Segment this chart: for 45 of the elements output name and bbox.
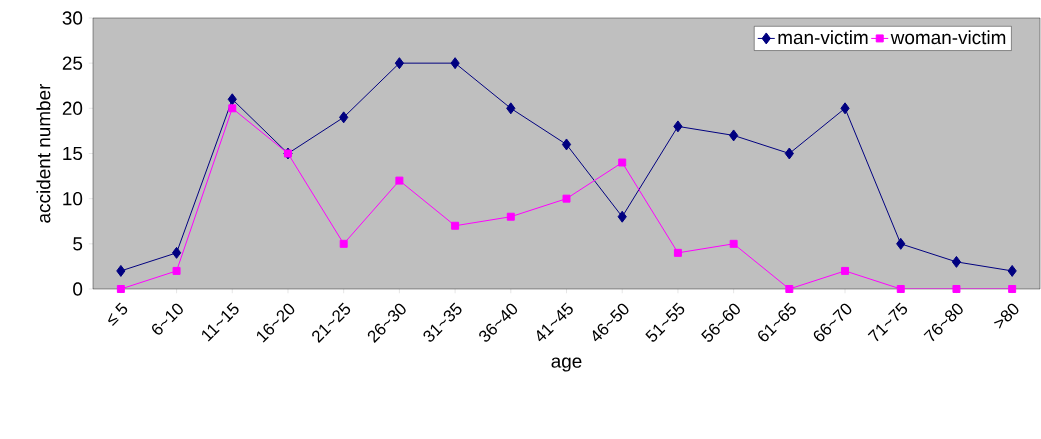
point bbox=[561, 138, 572, 151]
point bbox=[450, 57, 460, 70]
point bbox=[116, 285, 125, 293]
point bbox=[395, 176, 404, 185]
point bbox=[673, 120, 683, 133]
point bbox=[339, 111, 349, 124]
x-tick-label: >80 bbox=[993, 303, 1019, 329]
legend-label: woman-victim bbox=[890, 30, 1006, 45]
point bbox=[228, 104, 237, 113]
point bbox=[339, 239, 348, 248]
y-axis-title: accident number bbox=[36, 83, 51, 223]
point bbox=[172, 266, 181, 275]
point bbox=[840, 102, 850, 115]
point bbox=[506, 102, 516, 115]
x-tick-label: ≤ 5 bbox=[108, 302, 128, 326]
point bbox=[1008, 285, 1017, 293]
point bbox=[951, 255, 962, 268]
point bbox=[952, 285, 961, 293]
point bbox=[896, 237, 906, 250]
point bbox=[562, 194, 571, 203]
legend-label: man-victim bbox=[778, 30, 868, 45]
point bbox=[618, 158, 627, 167]
point bbox=[394, 57, 404, 70]
point bbox=[673, 248, 682, 257]
point bbox=[729, 239, 738, 248]
y-tick-label: 5 bbox=[73, 237, 83, 251]
point bbox=[506, 212, 515, 221]
point bbox=[729, 129, 739, 142]
y-tick-label: 0 bbox=[73, 282, 83, 296]
point bbox=[451, 221, 460, 230]
point bbox=[784, 147, 794, 160]
point bbox=[116, 264, 126, 277]
y-tick-label: 20 bbox=[62, 101, 83, 116]
point bbox=[171, 246, 182, 259]
point bbox=[785, 285, 794, 293]
point bbox=[227, 93, 237, 106]
y-tick-label: 10 bbox=[63, 191, 83, 206]
point bbox=[896, 285, 905, 293]
point bbox=[617, 210, 627, 223]
y-tick-label: 15 bbox=[63, 146, 83, 161]
y-tick-label: 25 bbox=[62, 56, 83, 70]
x-axis-title: age bbox=[551, 357, 582, 372]
point bbox=[1007, 264, 1017, 277]
y-tick-label: 30 bbox=[62, 11, 83, 25]
point bbox=[841, 266, 850, 275]
